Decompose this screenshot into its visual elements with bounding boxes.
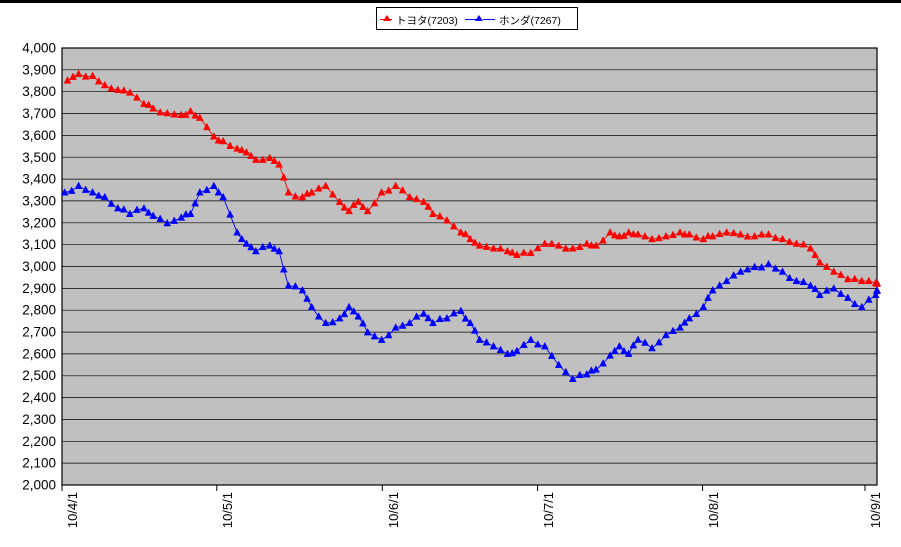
svg-text:4,000: 4,000 [22,41,56,56]
svg-text:3,100: 3,100 [22,237,56,252]
svg-text:3,300: 3,300 [22,193,56,208]
svg-text:2,600: 2,600 [22,346,56,361]
svg-text:2,700: 2,700 [22,325,56,340]
svg-text:2,500: 2,500 [22,368,56,383]
svg-text:3,400: 3,400 [22,172,56,187]
svg-text:3,600: 3,600 [22,128,56,143]
svg-text:2,100: 2,100 [22,456,56,471]
svg-text:2,800: 2,800 [22,303,56,318]
svg-text:3,000: 3,000 [22,259,56,274]
svg-text:2,000: 2,000 [22,478,56,493]
svg-text:2,300: 2,300 [22,412,56,427]
svg-text:2,400: 2,400 [22,390,56,405]
svg-text:3,200: 3,200 [22,215,56,230]
svg-text:2,900: 2,900 [22,281,56,296]
svg-text:3,500: 3,500 [22,150,56,165]
svg-text:2,200: 2,200 [22,434,56,449]
svg-text:3,900: 3,900 [22,62,56,77]
svg-text:3,700: 3,700 [22,106,56,121]
svg-text:3,800: 3,800 [22,84,56,99]
